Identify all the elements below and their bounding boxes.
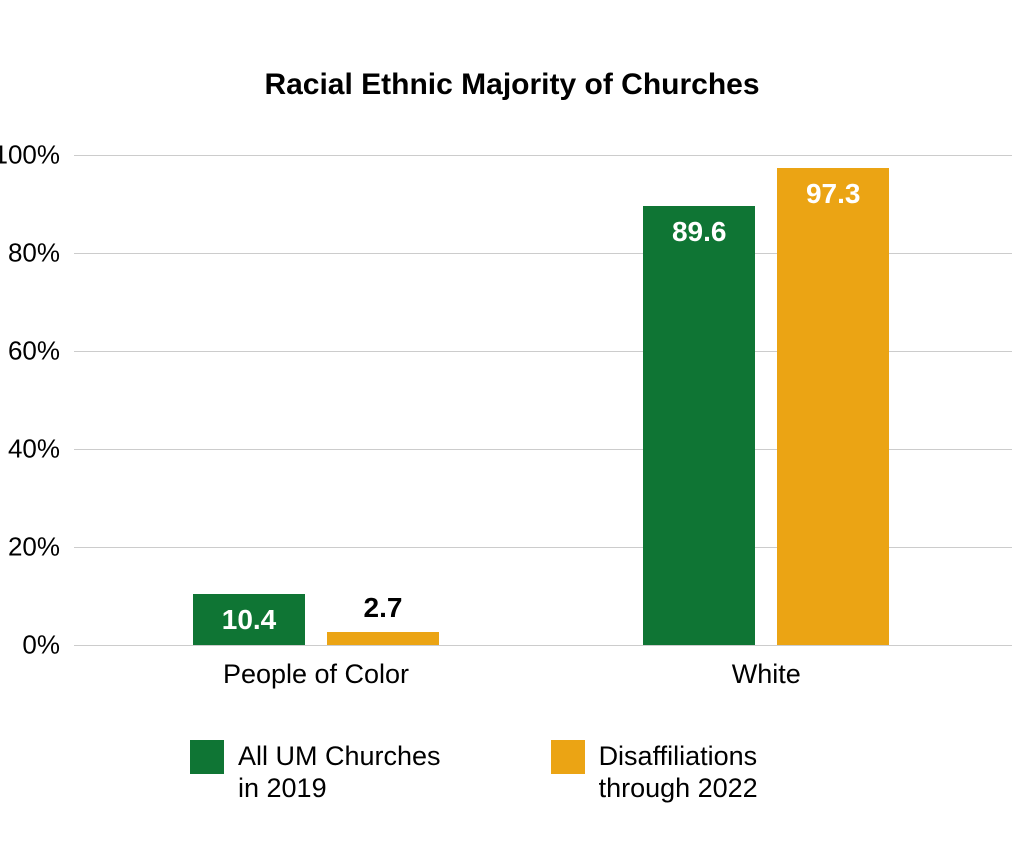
chart-container: Racial Ethnic Majority of Churches 0% 20%… bbox=[0, 0, 1024, 858]
bar-value-label: 97.3 bbox=[806, 178, 861, 210]
ytick-label: 20% bbox=[8, 532, 60, 563]
ytick-label: 80% bbox=[8, 238, 60, 269]
bar: 97.3 bbox=[777, 168, 889, 645]
gridline bbox=[74, 645, 1012, 646]
bar-value-label: 10.4 bbox=[222, 604, 277, 636]
legend: All UM Churchesin 2019 Disaffiliationsthr… bbox=[190, 740, 758, 805]
ytick-label: 100% bbox=[0, 140, 60, 171]
gridline bbox=[74, 155, 1012, 156]
legend-item: All UM Churchesin 2019 bbox=[190, 740, 441, 805]
legend-label: All UM Churchesin 2019 bbox=[238, 740, 441, 805]
legend-label: Disaffiliationsthrough 2022 bbox=[599, 740, 758, 805]
bar-value-label: 89.6 bbox=[672, 216, 727, 248]
bar: 10.4 bbox=[193, 594, 305, 645]
legend-swatch bbox=[551, 740, 585, 774]
ytick-label: 40% bbox=[8, 434, 60, 465]
bar-value-label: 2.7 bbox=[364, 592, 403, 624]
bar: 89.6 bbox=[643, 206, 755, 645]
legend-item: Disaffiliationsthrough 2022 bbox=[551, 740, 758, 805]
ytick-label: 0% bbox=[22, 630, 60, 661]
chart-title: Racial Ethnic Majority of Churches bbox=[0, 68, 1024, 102]
ytick-label: 60% bbox=[8, 336, 60, 367]
bar: 2.7 bbox=[327, 632, 439, 645]
category-label: People of Color bbox=[223, 659, 409, 690]
plot-area: 0%20%40%60%80%100%10.42.7People of Color… bbox=[74, 155, 1012, 645]
legend-swatch bbox=[190, 740, 224, 774]
category-label: White bbox=[732, 659, 801, 690]
